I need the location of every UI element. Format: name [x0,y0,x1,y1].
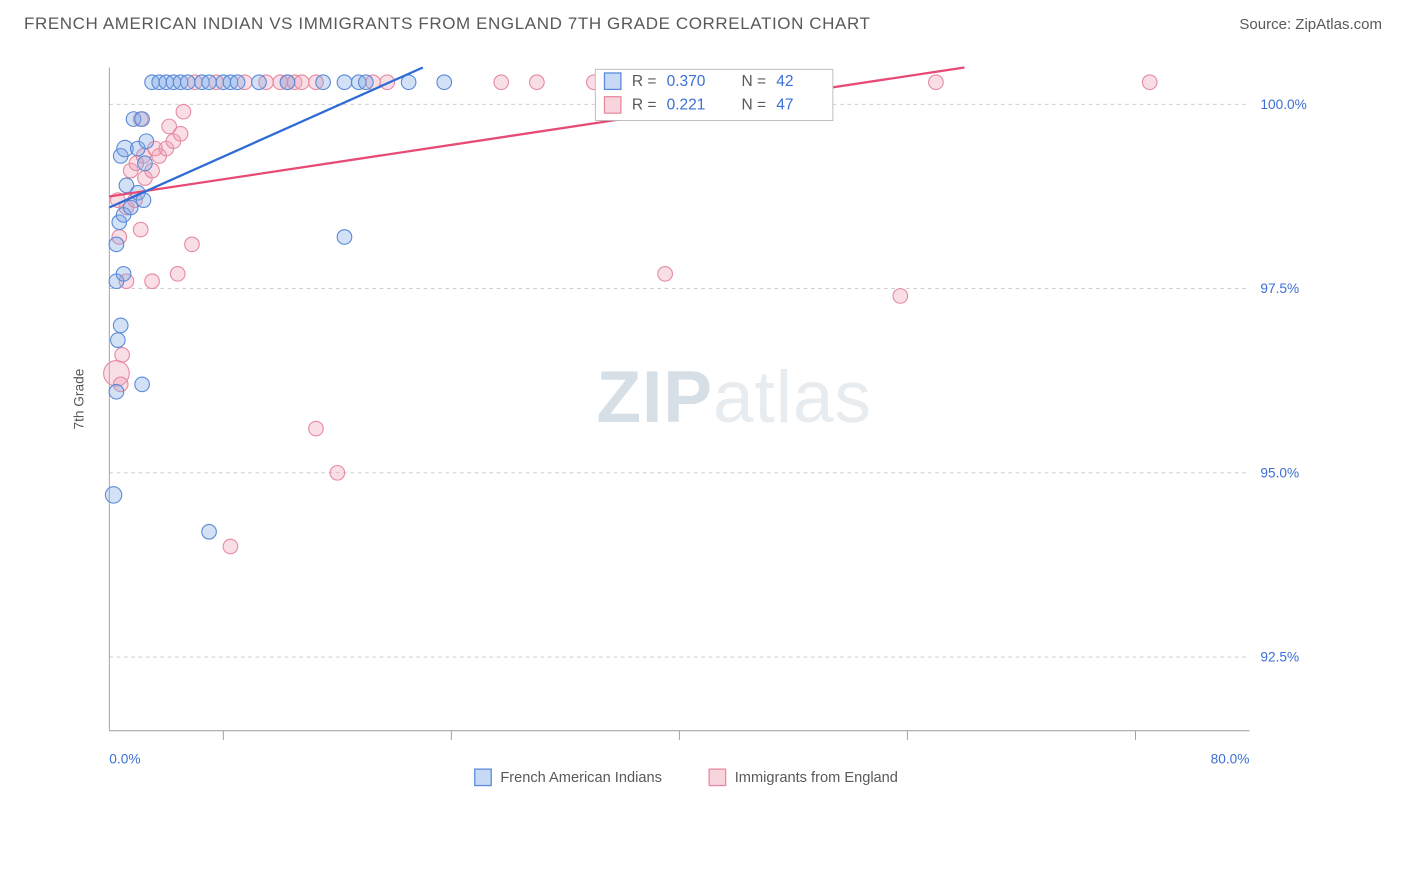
data-point-pink [494,75,509,90]
y-tick-label: 95.0% [1260,465,1299,480]
data-point-blue [135,112,150,127]
data-point-blue [437,75,452,90]
info-r-label: R = [632,73,657,90]
data-point-blue [113,318,128,333]
correlation-info-box [595,69,833,120]
data-point-blue [337,75,352,90]
y-tick-label: 97.5% [1260,281,1299,296]
data-point-blue [111,333,126,348]
data-point-blue [252,75,267,90]
data-point-blue [105,487,121,503]
data-point-blue [202,524,217,539]
data-point-blue [123,200,138,215]
data-point-blue [109,384,124,399]
chart-source: Source: ZipAtlas.com [1239,16,1382,33]
data-point-pink [294,75,309,90]
source-label: Source: [1239,16,1295,33]
info-r-value: 0.370 [667,73,706,90]
x-tick-label: 80.0% [1211,752,1250,767]
x-tick-label: 0.0% [109,752,140,767]
chart-header: FRENCH AMERICAN INDIAN VS IMMIGRANTS FRO… [0,0,1406,44]
data-point-blue [316,75,331,90]
data-point-blue [280,75,295,90]
y-axis-label: 7th Grade [72,369,87,430]
data-point-pink [115,348,130,363]
info-n-label: N = [742,97,767,114]
data-point-blue [180,75,195,90]
info-r-label: R = [632,97,657,114]
data-point-pink [176,104,191,119]
data-point-pink [530,75,545,90]
data-point-blue [230,75,245,90]
chart-title: FRENCH AMERICAN INDIAN VS IMMIGRANTS FRO… [24,14,871,34]
data-point-pink [145,274,160,289]
watermark: ZIPatlas [597,357,872,438]
y-tick-label: 100.0% [1260,97,1306,112]
data-point-blue [116,267,131,282]
data-point-pink [330,465,345,480]
info-n-value: 47 [776,97,793,114]
data-point-pink [133,222,148,237]
data-point-blue [138,156,153,171]
scatter-chart-svg: ZIPatlas 92.5% 95.0% 97.5% 100.0% 0.0% 80.0% 7t… [44,62,1344,802]
data-point-pink [893,289,908,304]
data-point-pink [1142,75,1157,90]
data-point-pink [170,267,185,282]
data-point-pink [185,237,200,252]
legend-label: Immigrants from England [735,770,898,786]
data-point-pink [223,539,238,554]
chart-plot-area: ZIPatlas 92.5% 95.0% 97.5% 100.0% 0.0% 80.0% 7t… [44,62,1344,802]
data-point-blue [359,75,374,90]
legend-swatch [709,769,725,785]
info-swatch [604,97,620,113]
info-n-label: N = [742,73,767,90]
info-swatch [604,73,620,89]
data-point-blue [135,377,150,392]
info-r-value: 0.221 [667,97,706,114]
data-point-pink [658,267,673,282]
source-name: ZipAtlas.com [1295,16,1382,33]
data-point-pink [162,119,177,134]
info-n-value: 42 [776,73,793,90]
data-point-pink [309,421,324,436]
y-tick-label: 92.5% [1260,650,1299,665]
data-point-blue [109,237,124,252]
data-point-blue [139,134,154,149]
legend-swatch [475,769,491,785]
data-point-blue [337,230,352,245]
data-point-blue [202,75,217,90]
data-point-pink [929,75,944,90]
legend-label: French American Indians [500,770,662,786]
